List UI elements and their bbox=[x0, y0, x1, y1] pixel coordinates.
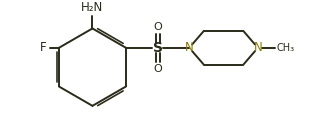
Text: S: S bbox=[152, 41, 163, 55]
Text: O: O bbox=[153, 22, 162, 32]
Text: N: N bbox=[185, 41, 194, 54]
Text: CH₃: CH₃ bbox=[276, 43, 294, 53]
Text: F: F bbox=[40, 41, 47, 54]
Text: N: N bbox=[253, 41, 262, 54]
Text: O: O bbox=[153, 64, 162, 74]
Text: H₂N: H₂N bbox=[81, 1, 103, 14]
